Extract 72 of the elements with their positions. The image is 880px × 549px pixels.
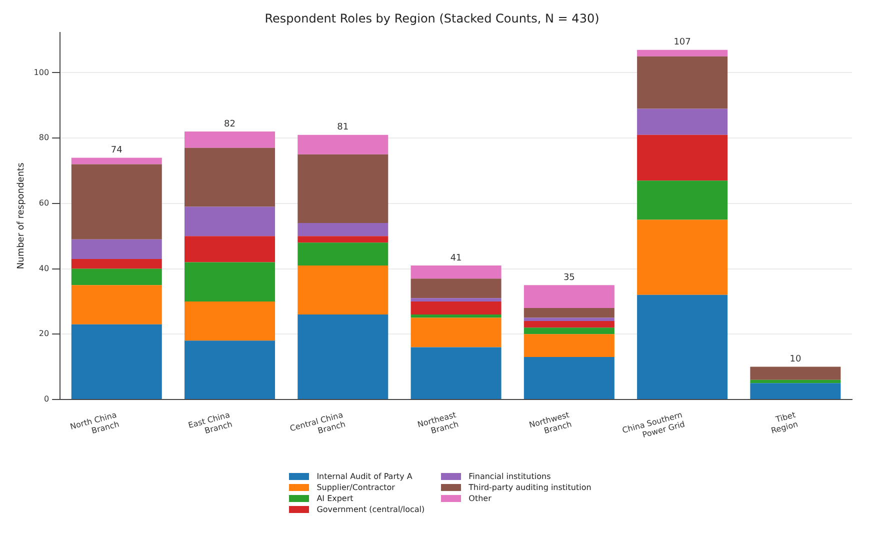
legend-label: Third-party auditing institution: [468, 483, 592, 492]
bar: [298, 236, 388, 243]
bar: [298, 266, 388, 315]
legend-label: AI Expert: [316, 494, 354, 503]
bar: [71, 268, 162, 286]
bar: [410, 298, 502, 302]
x-tick-label: China Southern Power Grid: [621, 410, 686, 440]
bar: [524, 334, 614, 357]
bar: [524, 308, 614, 318]
total-label: 41: [450, 253, 462, 264]
bar: [524, 356, 614, 399]
bar: [637, 134, 728, 181]
y-axis-title: Number of respondents: [16, 162, 27, 270]
bar: [637, 220, 728, 295]
total-label: 74: [110, 146, 123, 156]
bar: [71, 158, 162, 164]
bar: [298, 154, 388, 224]
chart-title: Respondent Roles by Region (Stacked Counts, N = 430): [264, 11, 600, 26]
bar: [410, 347, 502, 399]
bar: [410, 301, 502, 315]
y-tick-label: 60: [38, 198, 50, 208]
bar: [524, 328, 614, 334]
bar: [298, 223, 388, 236]
total-label: 107: [674, 38, 691, 48]
bar: [184, 262, 276, 302]
y-tick-label: 100: [34, 68, 50, 77]
x-tick-label: Central China Branch: [288, 410, 346, 436]
y-tick-label: 80: [38, 133, 50, 142]
bar: [637, 180, 728, 220]
bar: [524, 321, 614, 328]
y-tick-label: 40: [38, 264, 50, 273]
bar: [524, 318, 614, 322]
bar: [410, 314, 502, 318]
bar: [184, 340, 276, 399]
bar: [184, 148, 276, 207]
bar: [750, 380, 841, 384]
bar: [71, 239, 162, 259]
bar: [637, 294, 728, 399]
bar: [410, 278, 502, 298]
x-tick-label: North China Branch: [69, 410, 120, 436]
bar: [184, 301, 276, 341]
x-tick-label: Tibet Region: [770, 410, 799, 436]
bar: [298, 314, 388, 399]
bar: [71, 258, 162, 269]
legend-label: Other: [468, 494, 492, 503]
y-tick-label: 20: [38, 329, 50, 338]
total-label: 10: [790, 354, 802, 365]
legend-label: Supplier/Contractor: [316, 483, 395, 492]
bar: [410, 318, 502, 348]
legend-label: Internal Audit of Party A: [316, 472, 412, 481]
bar: [637, 50, 728, 56]
bar: [298, 134, 388, 154]
legend-label: Financial institutions: [468, 472, 551, 481]
y-tick-label: 0: [44, 394, 50, 404]
legend-label: Government (central/local): [316, 505, 425, 514]
bar: [637, 108, 728, 135]
bar: [637, 56, 728, 109]
bar: [71, 324, 162, 399]
x-tick-label: East China Branch: [187, 410, 234, 436]
bar: [71, 164, 162, 240]
bar: [750, 383, 841, 399]
bar: [298, 242, 388, 266]
bar: [184, 236, 276, 262]
bar: [184, 206, 276, 236]
bar: [71, 285, 162, 324]
bar: [524, 285, 614, 308]
total-label: 81: [337, 122, 349, 133]
bar: [410, 266, 502, 279]
bar: [184, 132, 276, 148]
total-label: 35: [563, 272, 575, 283]
bar: [750, 366, 841, 380]
total-label: 82: [224, 119, 236, 130]
